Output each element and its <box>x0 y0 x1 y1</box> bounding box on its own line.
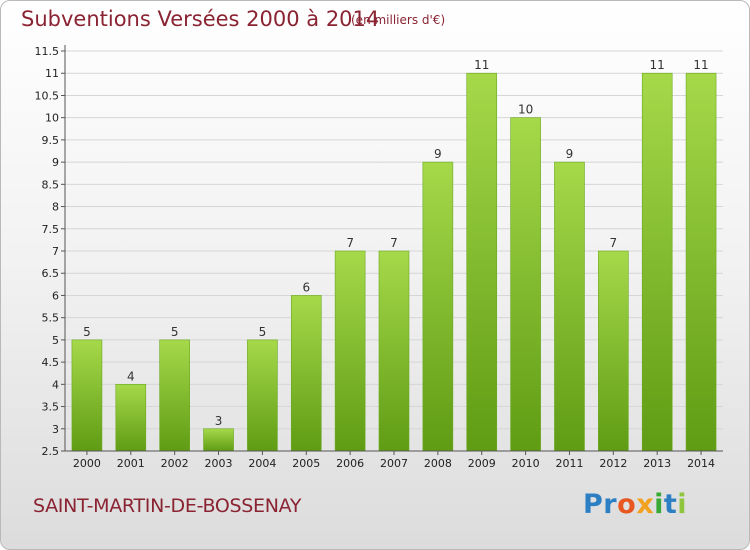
logo-letter: i <box>654 489 664 520</box>
bar-2006 <box>334 250 366 452</box>
y-tick-label: 11 <box>45 67 59 80</box>
bar-2014 <box>685 72 717 452</box>
chart-title: Subventions Versées 2000 à 2014 <box>21 7 380 31</box>
bar-2000 <box>71 339 103 452</box>
x-tick-label: 2014 <box>687 457 715 470</box>
x-tick-label: 2011 <box>555 457 583 470</box>
x-tick-label: 2003 <box>205 457 233 470</box>
x-tick-label: 2012 <box>599 457 627 470</box>
bar-2008 <box>422 161 454 452</box>
value-label-2001: 4 <box>127 369 135 383</box>
y-tick-label: 11.5 <box>35 45 60 58</box>
logo-letter: r <box>603 489 618 520</box>
y-tick-label: 3.5 <box>42 401 60 414</box>
bar-2009 <box>466 72 498 452</box>
bar-2003 <box>203 428 234 452</box>
logo-letter: i <box>677 489 688 520</box>
value-label-2013: 11 <box>650 58 665 72</box>
bar-2005 <box>290 295 322 452</box>
y-tick-label: 5.5 <box>42 312 60 325</box>
y-tick-label: 4 <box>52 378 59 391</box>
y-tick-label: 7 <box>52 245 59 258</box>
value-label-2005: 6 <box>302 280 310 294</box>
value-label-2012: 7 <box>610 236 618 250</box>
y-tick-label: 8 <box>52 201 59 214</box>
bar-2012 <box>598 250 629 452</box>
value-label-2009: 11 <box>474 58 489 72</box>
proxiti-logo: Proxiti <box>583 489 687 520</box>
value-label-2002: 5 <box>171 325 179 339</box>
value-label-2003: 3 <box>215 414 223 428</box>
x-tick-label: 2009 <box>468 457 496 470</box>
y-tick-label: 3 <box>52 423 59 436</box>
bar-2010 <box>510 117 541 452</box>
y-tick-label: 7.5 <box>42 223 60 236</box>
x-tick-label: 2001 <box>117 457 145 470</box>
y-tick-label: 5 <box>52 334 59 347</box>
value-label-2008: 9 <box>434 147 442 161</box>
bar-2007 <box>378 250 410 452</box>
bar-2013 <box>641 72 673 452</box>
y-tick-label: 2.5 <box>42 445 60 458</box>
value-label-2007: 7 <box>390 236 398 250</box>
x-tick-label: 2007 <box>380 457 408 470</box>
bar-2002 <box>159 339 190 452</box>
x-tick-label: 2000 <box>73 457 101 470</box>
value-label-2000: 5 <box>83 325 91 339</box>
value-label-2006: 7 <box>346 236 354 250</box>
bar-2011 <box>554 161 585 452</box>
logo-letter: t <box>663 489 678 520</box>
y-tick-label: 6 <box>52 289 59 302</box>
y-tick-label: 4.5 <box>42 356 60 369</box>
value-label-2010: 10 <box>518 103 533 117</box>
x-tick-label: 2010 <box>512 457 540 470</box>
chart-subtitle: (en milliers d'€) <box>351 13 446 27</box>
value-label-2011: 9 <box>566 147 574 161</box>
value-label-2004: 5 <box>259 325 267 339</box>
y-tick-label: 9 <box>52 156 59 169</box>
y-tick-label: 9.5 <box>42 134 60 147</box>
x-tick-label: 2004 <box>248 457 276 470</box>
x-tick-label: 2013 <box>643 457 671 470</box>
bar-2001 <box>115 384 147 452</box>
value-label-2014: 11 <box>693 58 708 72</box>
x-tick-label: 2006 <box>336 457 364 470</box>
logo-letter: P <box>583 489 604 520</box>
x-tick-label: 2005 <box>292 457 320 470</box>
commune-name: SAINT-MARTIN-DE-BOSSENAY <box>33 495 302 517</box>
bar-2004 <box>247 339 278 452</box>
x-tick-label: 2002 <box>161 457 189 470</box>
y-tick-label: 6.5 <box>42 267 60 280</box>
y-tick-label: 10.5 <box>35 89 60 102</box>
x-tick-label: 2008 <box>424 457 452 470</box>
logo-letter: o <box>617 489 637 520</box>
logo-letter: x <box>636 489 655 520</box>
y-tick-label: 8.5 <box>42 178 60 191</box>
y-tick-label: 10 <box>45 112 59 125</box>
